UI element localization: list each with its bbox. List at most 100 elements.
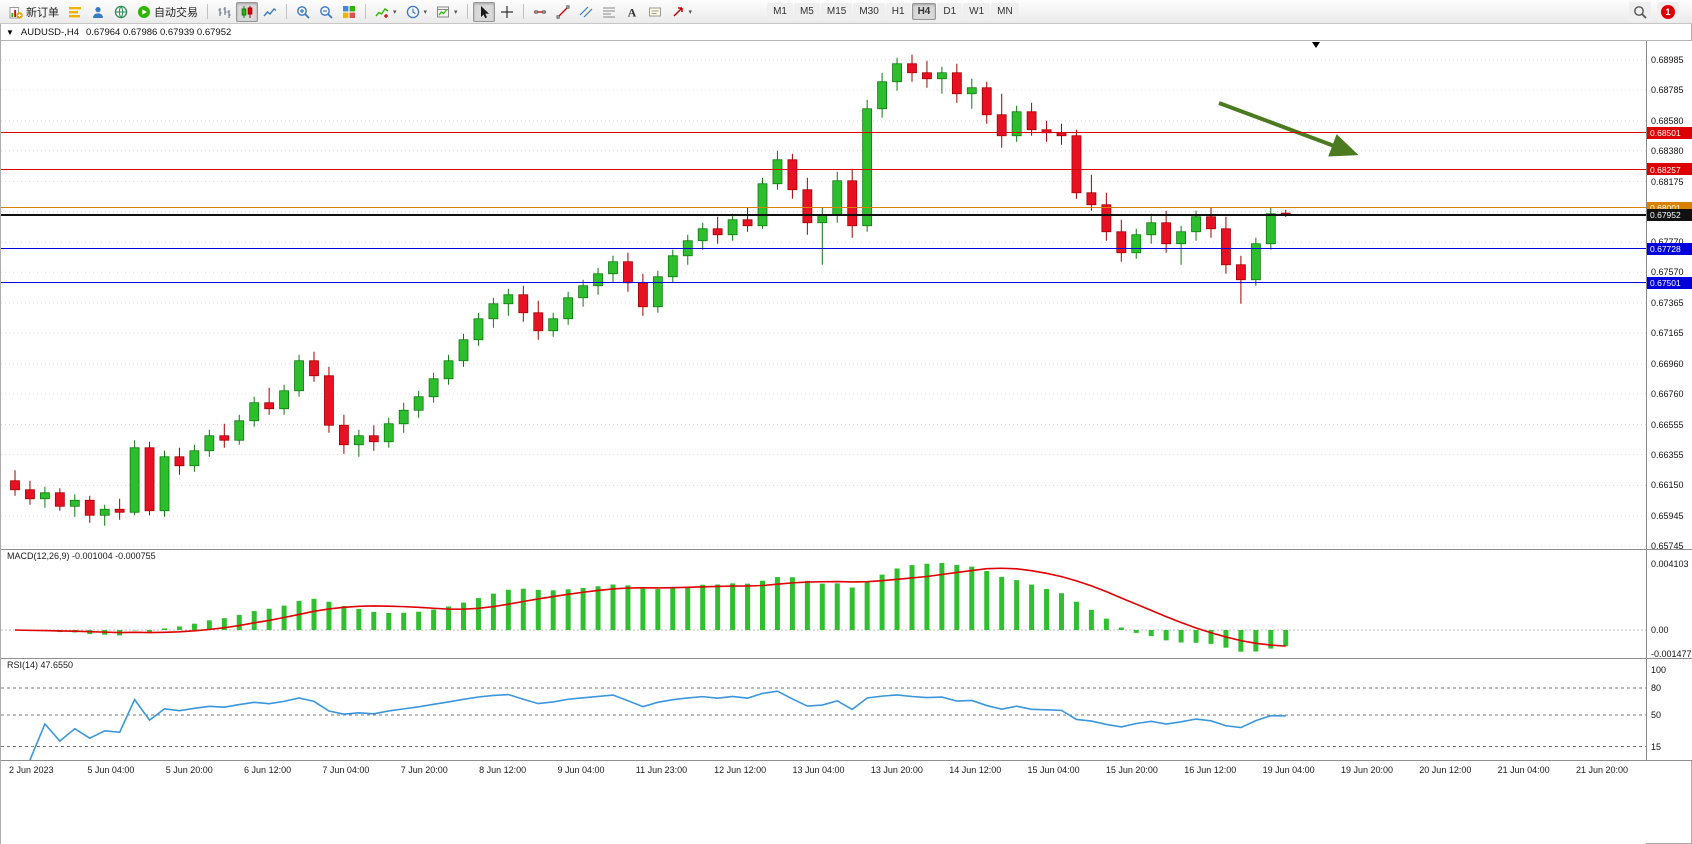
- timeframe-m5-button[interactable]: M5: [793, 3, 820, 20]
- market-watch-icon: [68, 5, 82, 19]
- candle-body: [832, 180, 843, 216]
- trend-arrow-annotation[interactable]: [1218, 101, 1359, 157]
- panel-separator[interactable]: [1, 658, 1692, 659]
- trendline-tool-button[interactable]: [552, 2, 574, 22]
- community-button[interactable]: [110, 2, 132, 22]
- panel-separator[interactable]: [1, 760, 1692, 761]
- templates-button[interactable]: ▾: [432, 2, 462, 22]
- candle-body: [114, 508, 125, 513]
- macd-axis-label: -0.001477: [1651, 648, 1692, 659]
- periods-button[interactable]: ▾: [402, 2, 432, 22]
- chevron-down-icon: ▾: [423, 8, 428, 16]
- candle-body: [1206, 216, 1216, 230]
- notification-badge: 1: [1661, 4, 1675, 19]
- horizontal-line-tool-button[interactable]: [529, 2, 551, 22]
- macd-panel[interactable]: MACD(12,26,9) -0.001004 -0.000755: [1, 549, 1646, 658]
- price-axis[interactable]: 0.68985 0.68785 0.68580 0.68380 0.68175 0.679…: [1646, 41, 1692, 760]
- price-chart[interactable]: [1, 41, 1646, 549]
- collapse-chart-icon[interactable]: ▼: [6, 27, 14, 37]
- candle-body: [937, 72, 947, 80]
- time-axis[interactable]: 2 Jun 2023 5 Jun 04:00 5 Jun 20:00 6 Jun 12…: [1, 760, 1646, 844]
- chart-symbol-title: AUDUSD-,H4: [20, 26, 79, 38]
- rsi-canvas[interactable]: [1, 658, 1646, 760]
- timeframe-d1-button[interactable]: D1: [937, 3, 963, 20]
- market-watch-button[interactable]: [64, 2, 86, 22]
- bar-chart-button[interactable]: [213, 2, 235, 22]
- search-icon: [1633, 5, 1647, 19]
- candle-body: [1101, 204, 1112, 233]
- price-level-badge: 0.68257: [1647, 163, 1692, 176]
- new-order-button[interactable]: 新订单: [5, 2, 63, 22]
- text-tool-button[interactable]: A: [621, 2, 643, 22]
- notifications-button[interactable]: 1: [1657, 1, 1679, 22]
- candle-body: [548, 318, 559, 332]
- time-axis-label: 21 Jun 04:00: [1497, 765, 1550, 775]
- panel-separator[interactable]: [1, 549, 1692, 550]
- resistance-line[interactable]: [1, 168, 1646, 170]
- timeframe-m1-button[interactable]: M1: [767, 3, 793, 20]
- line-chart-button[interactable]: [259, 2, 281, 22]
- search-button[interactable]: [1629, 1, 1651, 22]
- candle-body: [638, 282, 648, 308]
- profile-button[interactable]: [87, 2, 109, 22]
- candle-body: [249, 402, 260, 422]
- time-axis-label: 7 Jun 20:00: [400, 765, 448, 775]
- channel-tool-button[interactable]: [575, 2, 597, 22]
- candle-body: [847, 180, 858, 227]
- chart-shift-marker[interactable]: [1312, 42, 1320, 48]
- shapes-tool-button[interactable]: ▾: [667, 2, 697, 22]
- support-line[interactable]: [1, 248, 1646, 250]
- indicators-icon: [375, 5, 389, 19]
- shapes-icon: [671, 5, 685, 19]
- candle-body: [757, 183, 768, 227]
- bars-icon: [217, 5, 231, 19]
- templates-icon: [436, 5, 450, 19]
- autotrade-button[interactable]: 自动交易: [133, 2, 202, 22]
- zoom-in-button[interactable]: [292, 2, 314, 22]
- zoom-out-button[interactable]: [315, 2, 337, 22]
- chevron-down-icon: ▾: [688, 8, 693, 16]
- candle-body: [802, 189, 813, 224]
- timeframe-m30-button[interactable]: M30: [853, 3, 885, 20]
- timeframe-h4-button[interactable]: H4: [911, 3, 937, 20]
- resistance-line[interactable]: [1, 132, 1646, 134]
- label-tool-button[interactable]: [644, 2, 666, 22]
- support-line[interactable]: [1, 282, 1646, 284]
- rsi-axis-label: 50: [1651, 710, 1662, 720]
- fibonacci-tool-button[interactable]: [598, 2, 620, 22]
- indicators-button[interactable]: ▾: [371, 2, 401, 22]
- crosshair-button[interactable]: [496, 2, 518, 22]
- rsi-panel[interactable]: RSI(14) 47.6550: [1, 658, 1646, 760]
- time-axis-label: 7 Jun 04:00: [322, 765, 370, 775]
- timeframe-mn-button[interactable]: MN: [991, 3, 1019, 20]
- candle-body: [84, 499, 95, 516]
- text-icon: A: [625, 5, 639, 19]
- current-price-line[interactable]: [1, 214, 1646, 216]
- time-axis-label: 15 Jun 04:00: [1027, 765, 1080, 775]
- candle-body: [264, 402, 275, 410]
- candle-body: [144, 447, 155, 512]
- time-axis-label: 13 Jun 20:00: [870, 765, 923, 775]
- candle-body: [817, 214, 828, 224]
- timeframe-m15-button[interactable]: M15: [820, 3, 853, 20]
- pivot-line[interactable]: [1, 207, 1646, 209]
- time-axis-label: 5 Jun 20:00: [165, 765, 213, 775]
- macd-name: MACD(12,26,9): [7, 551, 70, 561]
- timeframe-h1-button[interactable]: H1: [885, 3, 911, 20]
- price-axis-label: 0.66355: [1651, 449, 1684, 460]
- time-axis-label: 16 Jun 12:00: [1184, 765, 1237, 775]
- timeframe-w1-button[interactable]: W1: [963, 3, 991, 20]
- cursor-button[interactable]: [472, 1, 495, 22]
- tile-windows-button[interactable]: [338, 2, 360, 22]
- time-axis-label: 12 Jun 12:00: [714, 765, 767, 775]
- candle-body: [219, 435, 230, 441]
- price-axis-label: 0.68985: [1651, 55, 1684, 65]
- candlestick-chart-button[interactable]: [236, 1, 258, 22]
- zoom-out-icon: [319, 5, 333, 19]
- candle-body: [772, 159, 783, 185]
- candle-body: [279, 390, 290, 410]
- price-chart-canvas[interactable]: [1, 41, 1646, 549]
- time-axis-label: 8 Jun 12:00: [479, 765, 527, 775]
- time-axis-label: 14 Jun 12:00: [949, 765, 1002, 775]
- macd-canvas[interactable]: [1, 549, 1646, 658]
